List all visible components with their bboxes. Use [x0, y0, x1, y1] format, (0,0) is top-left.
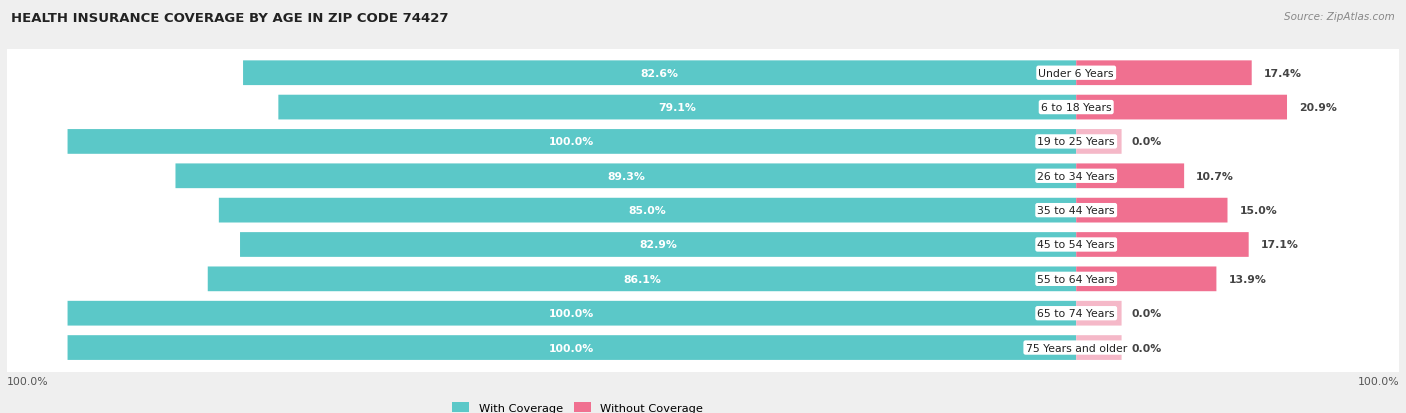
- FancyBboxPatch shape: [4, 220, 1402, 270]
- FancyBboxPatch shape: [1076, 335, 1122, 360]
- FancyBboxPatch shape: [4, 151, 1402, 202]
- Text: 17.4%: 17.4%: [1264, 69, 1302, 78]
- FancyBboxPatch shape: [1076, 267, 1216, 292]
- FancyBboxPatch shape: [4, 323, 1402, 373]
- FancyBboxPatch shape: [4, 254, 1402, 304]
- FancyBboxPatch shape: [1076, 198, 1227, 223]
- FancyBboxPatch shape: [1076, 61, 1251, 86]
- Text: 89.3%: 89.3%: [607, 171, 645, 181]
- Text: 100.0%: 100.0%: [1357, 376, 1399, 386]
- FancyBboxPatch shape: [67, 301, 1076, 326]
- Text: 82.6%: 82.6%: [641, 69, 679, 78]
- FancyBboxPatch shape: [240, 233, 1076, 257]
- Text: 10.7%: 10.7%: [1197, 171, 1234, 181]
- FancyBboxPatch shape: [4, 185, 1402, 236]
- FancyBboxPatch shape: [4, 117, 1402, 167]
- Text: 19 to 25 Years: 19 to 25 Years: [1038, 137, 1115, 147]
- FancyBboxPatch shape: [4, 288, 1402, 339]
- FancyBboxPatch shape: [1076, 301, 1122, 326]
- Text: 100.0%: 100.0%: [550, 343, 595, 353]
- Text: 100.0%: 100.0%: [550, 309, 595, 318]
- Text: 86.1%: 86.1%: [623, 274, 661, 284]
- Text: 6 to 18 Years: 6 to 18 Years: [1040, 103, 1112, 113]
- Text: 100.0%: 100.0%: [7, 376, 49, 386]
- FancyBboxPatch shape: [243, 61, 1076, 86]
- Text: 20.9%: 20.9%: [1299, 103, 1337, 113]
- Text: 0.0%: 0.0%: [1132, 137, 1161, 147]
- FancyBboxPatch shape: [4, 83, 1402, 133]
- Text: HEALTH INSURANCE COVERAGE BY AGE IN ZIP CODE 74427: HEALTH INSURANCE COVERAGE BY AGE IN ZIP …: [11, 12, 449, 25]
- Text: 17.1%: 17.1%: [1261, 240, 1299, 250]
- FancyBboxPatch shape: [208, 267, 1076, 292]
- Text: 65 to 74 Years: 65 to 74 Years: [1038, 309, 1115, 318]
- Text: 79.1%: 79.1%: [658, 103, 696, 113]
- Text: 15.0%: 15.0%: [1240, 206, 1278, 216]
- Text: 26 to 34 Years: 26 to 34 Years: [1038, 171, 1115, 181]
- Text: 82.9%: 82.9%: [640, 240, 678, 250]
- Text: 35 to 44 Years: 35 to 44 Years: [1038, 206, 1115, 216]
- FancyBboxPatch shape: [278, 95, 1076, 120]
- Text: 13.9%: 13.9%: [1229, 274, 1267, 284]
- FancyBboxPatch shape: [219, 198, 1076, 223]
- Legend: With Coverage, Without Coverage: With Coverage, Without Coverage: [447, 398, 707, 413]
- Text: 75 Years and older: 75 Years and older: [1025, 343, 1126, 353]
- Text: 0.0%: 0.0%: [1132, 309, 1161, 318]
- FancyBboxPatch shape: [67, 335, 1076, 360]
- Text: 100.0%: 100.0%: [550, 137, 595, 147]
- Text: 85.0%: 85.0%: [628, 206, 666, 216]
- FancyBboxPatch shape: [67, 130, 1076, 154]
- Text: 45 to 54 Years: 45 to 54 Years: [1038, 240, 1115, 250]
- Text: Source: ZipAtlas.com: Source: ZipAtlas.com: [1284, 12, 1395, 22]
- FancyBboxPatch shape: [1076, 95, 1286, 120]
- FancyBboxPatch shape: [176, 164, 1076, 189]
- Text: 55 to 64 Years: 55 to 64 Years: [1038, 274, 1115, 284]
- FancyBboxPatch shape: [1076, 164, 1184, 189]
- Text: 0.0%: 0.0%: [1132, 343, 1161, 353]
- FancyBboxPatch shape: [4, 48, 1402, 99]
- Text: Under 6 Years: Under 6 Years: [1039, 69, 1114, 78]
- FancyBboxPatch shape: [1076, 233, 1249, 257]
- FancyBboxPatch shape: [1076, 130, 1122, 154]
